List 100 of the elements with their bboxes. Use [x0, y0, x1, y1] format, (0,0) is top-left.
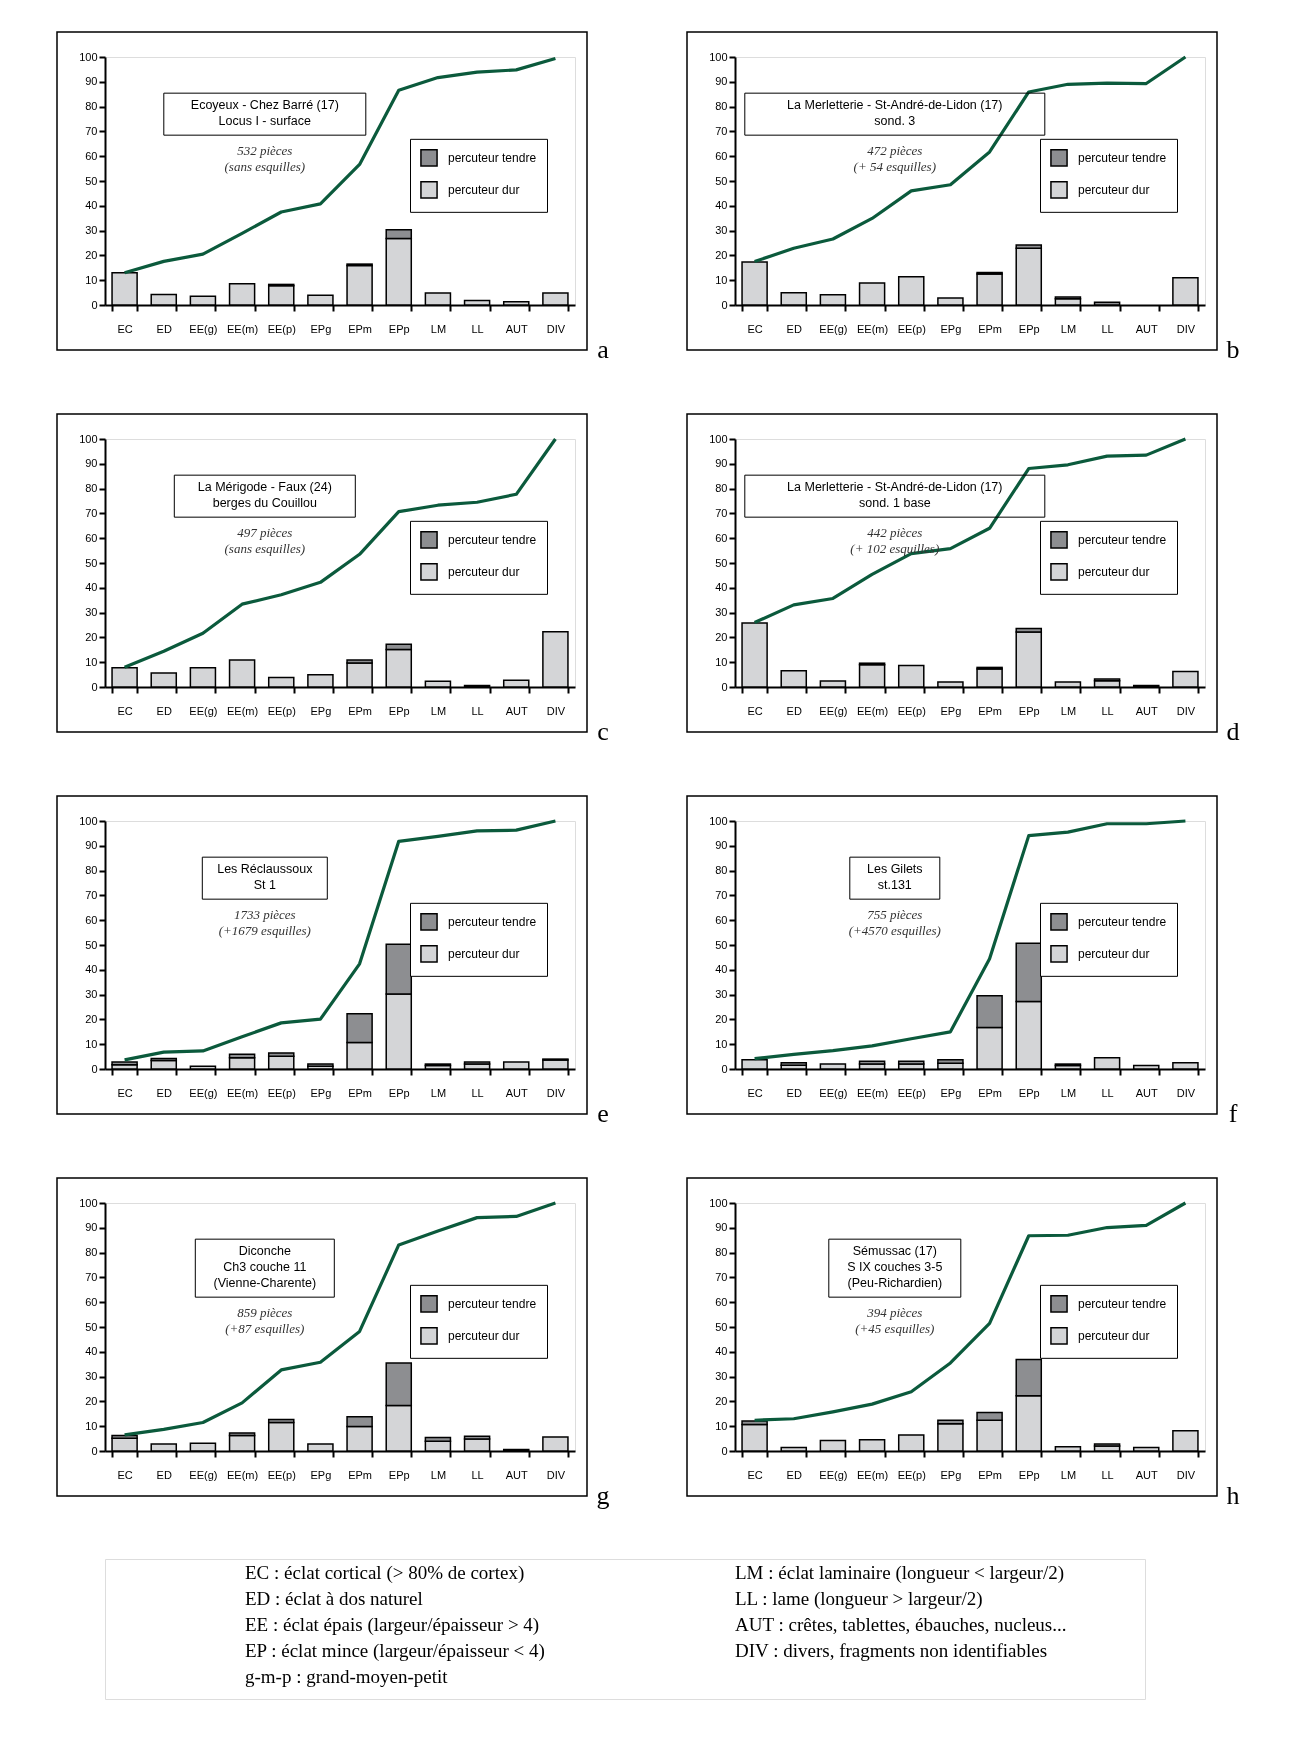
y-tick-label: 50: [85, 938, 98, 951]
x-tick-label: EPg: [940, 1086, 962, 1099]
x-tick-label: EC: [747, 704, 763, 717]
y-tick-label: 70: [715, 888, 728, 901]
x-tick-label: EE(m): [857, 704, 889, 717]
y-tick-label: 70: [715, 1270, 728, 1283]
x-tick-label: LM: [430, 704, 447, 717]
y-tick-label: 80: [715, 864, 728, 877]
text: 859 pièces (+87 esquilles): [225, 1305, 305, 1337]
x-tick-label: EPm: [348, 322, 373, 335]
x-tick-label: EE(p): [897, 704, 926, 717]
x-tick-label: LL: [471, 322, 484, 335]
x-tick-label: DIV: [1176, 1086, 1196, 1099]
text: 472 pièces (+ 54 esquilles): [853, 143, 937, 175]
y-tick-label: 30: [715, 606, 728, 619]
x-tick-label: EPp: [1018, 704, 1040, 717]
y-tick-label: 70: [715, 124, 728, 137]
x-tick-label: DIV: [546, 322, 566, 335]
y-tick-label: 80: [715, 482, 728, 495]
legend-label: percuteur tendre: [1078, 532, 1167, 547]
y-tick-label: 70: [715, 506, 728, 519]
x-tick-label: LL: [471, 704, 484, 717]
y-tick-label: 50: [715, 174, 728, 187]
y-tick-label: 30: [715, 224, 728, 237]
y-tick-label: 40: [85, 1345, 98, 1358]
x-tick-label: DIV: [1176, 704, 1196, 717]
y-tick-label: 40: [85, 963, 98, 976]
y-tick-label: 20: [715, 630, 728, 643]
y-tick-label: 20: [85, 630, 98, 643]
x-tick-label: EPp: [388, 704, 410, 717]
x-tick-label: DIV: [546, 704, 566, 717]
y-tick-label: 80: [85, 864, 98, 877]
x-tick-label: EE(p): [267, 322, 296, 335]
y-tick-label: 10: [715, 1419, 728, 1432]
y-tick-label: 70: [85, 124, 98, 137]
x-tick-label: EE(p): [267, 704, 296, 717]
line-series: [122, 819, 558, 1062]
y-tick-label: 90: [715, 1221, 728, 1234]
x-tick-label: ED: [786, 1468, 802, 1481]
x-tick-label: LL: [471, 1086, 484, 1099]
x-tick-label: DIV: [546, 1086, 566, 1099]
y-tick-label: 30: [715, 988, 728, 1001]
y-tick-label: 0: [721, 680, 728, 693]
text: a: [597, 335, 610, 364]
y-tick-label: 60: [715, 1295, 728, 1308]
y-tick-label: 70: [85, 1270, 98, 1283]
x-tick-label: EE(g): [189, 1086, 218, 1099]
y-tick-label: 10: [715, 273, 728, 286]
x-tick-label: EE(m): [857, 322, 889, 335]
y-tick-label: 20: [715, 248, 728, 261]
y-tick-label: 30: [85, 224, 98, 237]
y-tick-label: 60: [715, 149, 728, 162]
y-tick-label: 10: [85, 1419, 98, 1432]
legend-label: percuteur tendre: [1078, 1296, 1167, 1311]
x-tick-label: EPm: [348, 704, 373, 717]
x-tick-label: ED: [786, 704, 802, 717]
text: b: [1226, 335, 1240, 364]
y-tick-label: 10: [85, 655, 98, 668]
text: 442 pièces (+ 102 esquilles): [850, 525, 940, 557]
x-tick-label: EPg: [310, 1086, 332, 1099]
x-tick-label: EPp: [1018, 1468, 1040, 1481]
legend-label: percuteur tendre: [1078, 150, 1167, 165]
x-tick-label: DIV: [546, 1468, 566, 1481]
y-tick-label: 20: [715, 1394, 728, 1407]
y-tick-label: 100: [79, 432, 98, 445]
y-tick-label: 100: [709, 814, 728, 827]
y-tick-label: 100: [79, 814, 98, 827]
y-tick-label: 100: [709, 1196, 728, 1209]
y-tick-label: 90: [85, 1221, 98, 1234]
y-tick-label: 10: [85, 273, 98, 286]
x-tick-label: EE(p): [897, 1086, 926, 1099]
x-tick-label: EPp: [1018, 1086, 1040, 1099]
legend-label: percuteur dur: [1078, 946, 1150, 961]
y-tick-label: 10: [715, 655, 728, 668]
text: 532 pièces (sans esquilles): [224, 143, 306, 175]
x-tick-label: EPp: [388, 1086, 410, 1099]
y-tick-label: 0: [721, 298, 728, 311]
bar: [111, 1061, 138, 1066]
x-tick-label: EPg: [310, 322, 332, 335]
text: g: [596, 1481, 610, 1510]
text: c: [597, 717, 609, 746]
y-tick-label: 80: [715, 100, 728, 113]
y-tick-label: 60: [715, 531, 728, 544]
x-tick-label: ED: [156, 704, 172, 717]
x-tick-label: EE(g): [189, 1468, 218, 1481]
x-tick-label: LL: [1101, 1468, 1114, 1481]
y-tick-label: 80: [85, 100, 98, 113]
y-tick-label: 10: [715, 1037, 728, 1050]
line-series: [122, 437, 558, 669]
y-tick-label: 80: [85, 1246, 98, 1259]
x-tick-label: EE(m): [227, 704, 259, 717]
y-tick-label: 80: [85, 482, 98, 495]
y-tick-label: 90: [85, 457, 98, 470]
x-tick-label: EE(p): [897, 322, 926, 335]
x-tick-label: EPp: [388, 1468, 410, 1481]
text: La Merletterie - St-André-de-Lidon (17) sond. 3: [787, 98, 1003, 129]
x-tick-label: AUT: [1135, 1468, 1159, 1481]
text: g-m-p : grand-moyen-petit: [245, 1666, 449, 1687]
y-tick-label: 30: [85, 1370, 98, 1383]
x-tick-label: EPg: [310, 1468, 332, 1481]
